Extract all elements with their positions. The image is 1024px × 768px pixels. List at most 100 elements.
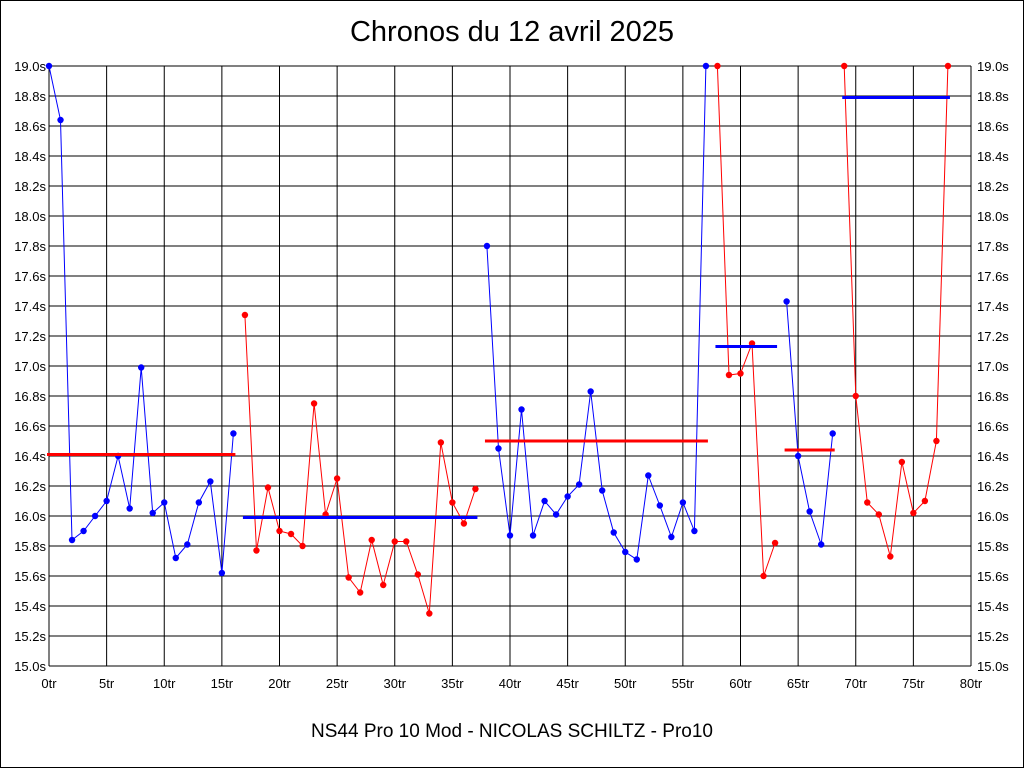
data-point	[345, 574, 352, 581]
data-point	[207, 478, 214, 485]
y-tick-label-right: 18.4s	[977, 149, 1009, 164]
data-point	[391, 538, 398, 545]
data-point	[622, 548, 629, 556]
y-tick-label-left: 18.2s	[14, 179, 46, 194]
y-tick-label-left: 16.0s	[14, 509, 46, 524]
y-tick-label-right: 18.8s	[977, 89, 1009, 104]
data-point	[380, 581, 387, 589]
data-point	[426, 610, 433, 617]
data-point	[702, 62, 710, 70]
x-tick-label: 10tr	[153, 676, 176, 691]
data-point	[564, 493, 571, 500]
x-tick-label: 15tr	[211, 676, 234, 691]
y-tick-label-right: 15.0s	[977, 659, 1009, 674]
data-point	[575, 481, 583, 488]
data-point	[414, 571, 421, 578]
x-tick-label: 80tr	[960, 676, 983, 691]
data-point	[806, 508, 813, 515]
data-point	[794, 452, 802, 460]
data-point	[310, 400, 318, 407]
data-point	[195, 499, 203, 506]
data-point	[679, 499, 687, 506]
data-point	[875, 511, 882, 518]
x-tick-label: 70tr	[845, 676, 868, 691]
data-point	[264, 484, 272, 491]
data-point	[829, 430, 836, 437]
data-point	[737, 370, 744, 377]
data-point	[403, 538, 410, 545]
y-tick-label-right: 18.0s	[977, 209, 1009, 224]
y-tick-label-right: 15.4s	[977, 599, 1009, 614]
y-tick-label-left: 19.0s	[14, 59, 46, 74]
series-line	[716, 65, 776, 577]
data-point	[287, 530, 295, 538]
data-point	[944, 62, 952, 70]
y-tick-label-right: 19.0s	[977, 59, 1009, 74]
y-tick-label-left: 17.0s	[14, 359, 46, 374]
y-tick-label-right: 17.0s	[977, 359, 1009, 374]
y-tick-label-right: 16.4s	[977, 449, 1009, 464]
data-point	[645, 472, 652, 479]
x-tick-label: 45tr	[556, 676, 579, 691]
x-tick-label: 40tr	[499, 676, 522, 691]
y-tick-label-right: 18.2s	[977, 179, 1009, 194]
y-tick-label-right: 15.6s	[977, 569, 1009, 584]
data-point	[552, 511, 560, 518]
data-point	[783, 298, 790, 305]
data-point	[541, 497, 548, 505]
data-point	[138, 364, 145, 371]
data-point	[529, 532, 537, 539]
y-tick-label-left: 17.2s	[14, 329, 46, 344]
data-point	[852, 392, 859, 400]
data-point	[126, 505, 133, 512]
x-tick-label: 20tr	[268, 676, 291, 691]
data-point	[437, 439, 445, 446]
y-tick-label-left: 18.0s	[14, 209, 46, 224]
x-tick-label: 5tr	[99, 676, 115, 691]
y-tick-label-left: 15.8s	[14, 539, 46, 554]
data-point	[68, 536, 76, 544]
data-point	[161, 499, 168, 506]
data-point	[91, 512, 99, 520]
data-point	[910, 509, 917, 517]
data-point	[57, 116, 64, 124]
data-point	[668, 533, 675, 541]
data-point	[760, 572, 767, 580]
data-point	[299, 542, 306, 550]
data-point	[921, 497, 929, 505]
y-tick-label-left: 17.4s	[14, 299, 46, 314]
data-point	[518, 406, 525, 413]
y-tick-label-right: 16.2s	[977, 479, 1009, 494]
series-line	[48, 65, 234, 574]
data-point	[887, 553, 894, 560]
x-tick-label: 25tr	[326, 676, 349, 691]
y-tick-label-left: 18.8s	[14, 89, 46, 104]
x-tick-label: 35tr	[441, 676, 464, 691]
y-tick-label-right: 15.2s	[977, 629, 1009, 644]
y-tick-label-left: 16.8s	[14, 389, 46, 404]
data-point	[933, 437, 940, 445]
x-tick-label: 30tr	[384, 676, 407, 691]
data-point	[172, 554, 179, 562]
data-point	[472, 485, 479, 493]
data-point	[253, 547, 260, 554]
data-point	[725, 371, 733, 379]
data-point	[356, 589, 364, 596]
y-tick-label-right: 18.6s	[977, 119, 1009, 134]
data-point	[80, 527, 87, 535]
y-tick-label-right: 16.0s	[977, 509, 1009, 524]
data-point	[368, 536, 375, 544]
y-tick-label-left: 17.8s	[14, 239, 46, 254]
x-tick-label: 0tr	[41, 676, 57, 691]
chart-title: Chronos du 12 avril 2025	[349, 16, 675, 48]
data-point	[864, 499, 871, 506]
data-point	[587, 388, 594, 395]
y-tick-label-right: 17.8s	[977, 239, 1009, 254]
x-tick-label: 55tr	[672, 676, 695, 691]
y-tick-label-right: 17.2s	[977, 329, 1009, 344]
data-point	[218, 569, 226, 577]
x-tick-label: 75tr	[902, 676, 925, 691]
series-line	[843, 65, 949, 557]
y-tick-label-left: 18.6s	[14, 119, 46, 134]
